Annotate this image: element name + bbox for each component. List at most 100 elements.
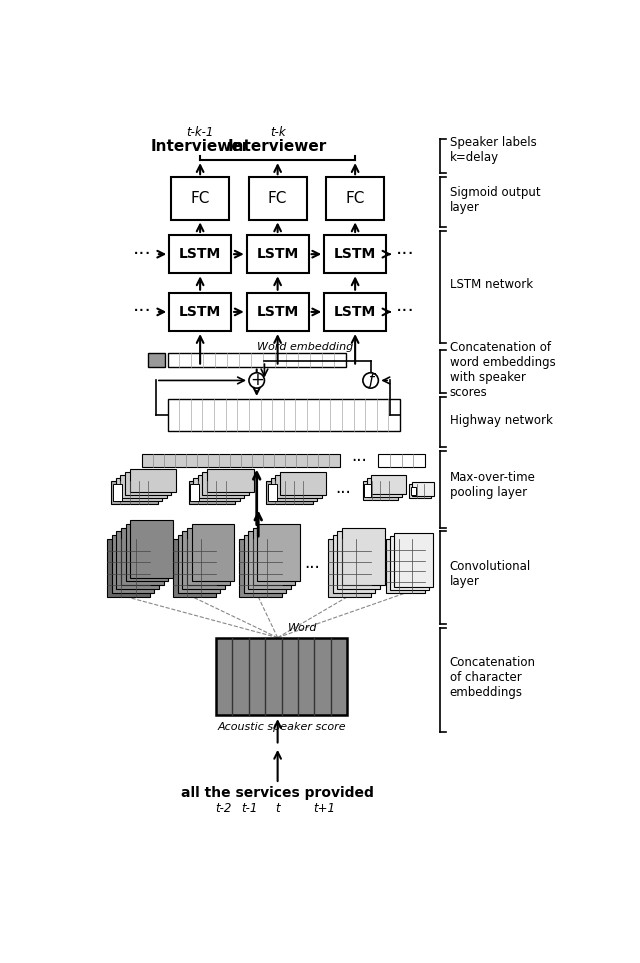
Text: Highway network: Highway network <box>450 414 552 427</box>
Bar <box>248 177 307 220</box>
Text: LSTM: LSTM <box>334 247 376 261</box>
Bar <box>333 535 375 593</box>
Bar <box>271 479 317 502</box>
Bar <box>131 520 173 578</box>
Bar <box>193 479 239 502</box>
Bar <box>168 352 346 367</box>
Bar <box>171 177 229 220</box>
Bar <box>326 177 384 220</box>
Bar <box>202 472 249 495</box>
Bar <box>178 535 220 593</box>
Bar <box>324 293 386 331</box>
Bar <box>371 475 406 494</box>
Bar <box>116 479 162 502</box>
Bar <box>246 235 308 273</box>
Text: Concatenation of
word embeddings
with speaker
scores: Concatenation of word embeddings with sp… <box>450 341 556 399</box>
Bar <box>239 539 282 597</box>
Bar <box>411 487 417 495</box>
Bar <box>253 528 296 586</box>
Bar <box>198 475 244 498</box>
Bar <box>390 536 429 590</box>
Bar <box>129 469 176 492</box>
Bar <box>120 475 167 498</box>
Bar <box>412 482 434 496</box>
Text: FC: FC <box>346 191 365 206</box>
Bar <box>363 482 397 500</box>
Text: t-1: t-1 <box>241 802 257 815</box>
Text: ···: ··· <box>335 483 351 502</box>
Text: t-k-1: t-k-1 <box>186 126 214 139</box>
Text: +: + <box>250 372 264 389</box>
Text: Convolutional
layer: Convolutional layer <box>450 560 531 587</box>
Text: ···: ··· <box>305 559 321 577</box>
Text: Word embedding: Word embedding <box>257 342 353 351</box>
Bar <box>268 484 277 502</box>
Bar <box>189 482 235 505</box>
Circle shape <box>249 373 264 388</box>
Bar <box>113 484 122 502</box>
Text: LSTM: LSTM <box>257 305 299 319</box>
Bar <box>121 528 164 586</box>
Text: Word: Word <box>288 623 317 634</box>
Bar <box>116 532 159 589</box>
Text: LSTM: LSTM <box>179 247 221 261</box>
Text: ···: ··· <box>132 245 152 264</box>
Bar <box>394 533 433 586</box>
Bar <box>367 479 402 497</box>
Text: Acoustic speaker score: Acoustic speaker score <box>217 722 346 732</box>
Text: FC: FC <box>268 191 287 206</box>
Bar <box>191 524 234 582</box>
Circle shape <box>363 373 378 388</box>
Bar <box>173 539 216 597</box>
Text: Interviewer: Interviewer <box>150 139 250 154</box>
Bar <box>169 235 231 273</box>
Text: LSTM: LSTM <box>179 305 221 319</box>
Bar <box>244 535 286 593</box>
Bar <box>107 539 150 597</box>
Bar <box>342 528 385 586</box>
Bar <box>112 535 154 593</box>
Bar <box>410 484 431 498</box>
Text: all the services provided: all the services provided <box>181 786 374 800</box>
Bar <box>280 472 326 495</box>
Bar <box>190 484 199 502</box>
Bar <box>169 293 231 331</box>
Text: Interviewer: Interviewer <box>228 139 327 154</box>
Bar <box>364 484 371 497</box>
Text: t+1: t+1 <box>313 802 335 815</box>
Bar <box>378 455 425 467</box>
Text: LSTM: LSTM <box>334 305 376 319</box>
Bar <box>386 539 425 593</box>
Text: ···: ··· <box>351 452 367 470</box>
Text: LSTM network: LSTM network <box>450 278 532 292</box>
Bar <box>337 532 380 589</box>
Text: Max-over-time
pooling layer: Max-over-time pooling layer <box>450 471 536 499</box>
Bar <box>248 532 291 589</box>
Text: Sigmoid output
layer: Sigmoid output layer <box>450 186 540 214</box>
Bar <box>182 532 225 589</box>
Text: t-2: t-2 <box>215 802 232 815</box>
Bar <box>148 352 165 367</box>
Text: LSTM: LSTM <box>257 247 299 261</box>
Bar <box>168 399 400 431</box>
Bar <box>111 482 157 505</box>
Text: Concatenation
of character
embeddings: Concatenation of character embeddings <box>450 656 536 699</box>
Bar <box>142 455 340 467</box>
Text: t: t <box>275 802 280 815</box>
Text: ···: ··· <box>396 302 415 322</box>
Text: ƒ: ƒ <box>368 373 373 388</box>
Bar <box>246 293 308 331</box>
Text: t-k: t-k <box>270 126 285 139</box>
Bar <box>125 524 168 582</box>
Bar <box>275 475 322 498</box>
Bar <box>257 524 300 582</box>
Bar <box>266 482 312 505</box>
Bar <box>187 528 230 586</box>
Bar <box>207 469 253 492</box>
Text: ···: ··· <box>396 245 415 264</box>
Bar <box>324 235 386 273</box>
Text: ···: ··· <box>132 302 152 322</box>
Text: Speaker labels
k=delay: Speaker labels k=delay <box>450 136 536 165</box>
Bar <box>328 539 371 597</box>
Text: FC: FC <box>191 191 210 206</box>
